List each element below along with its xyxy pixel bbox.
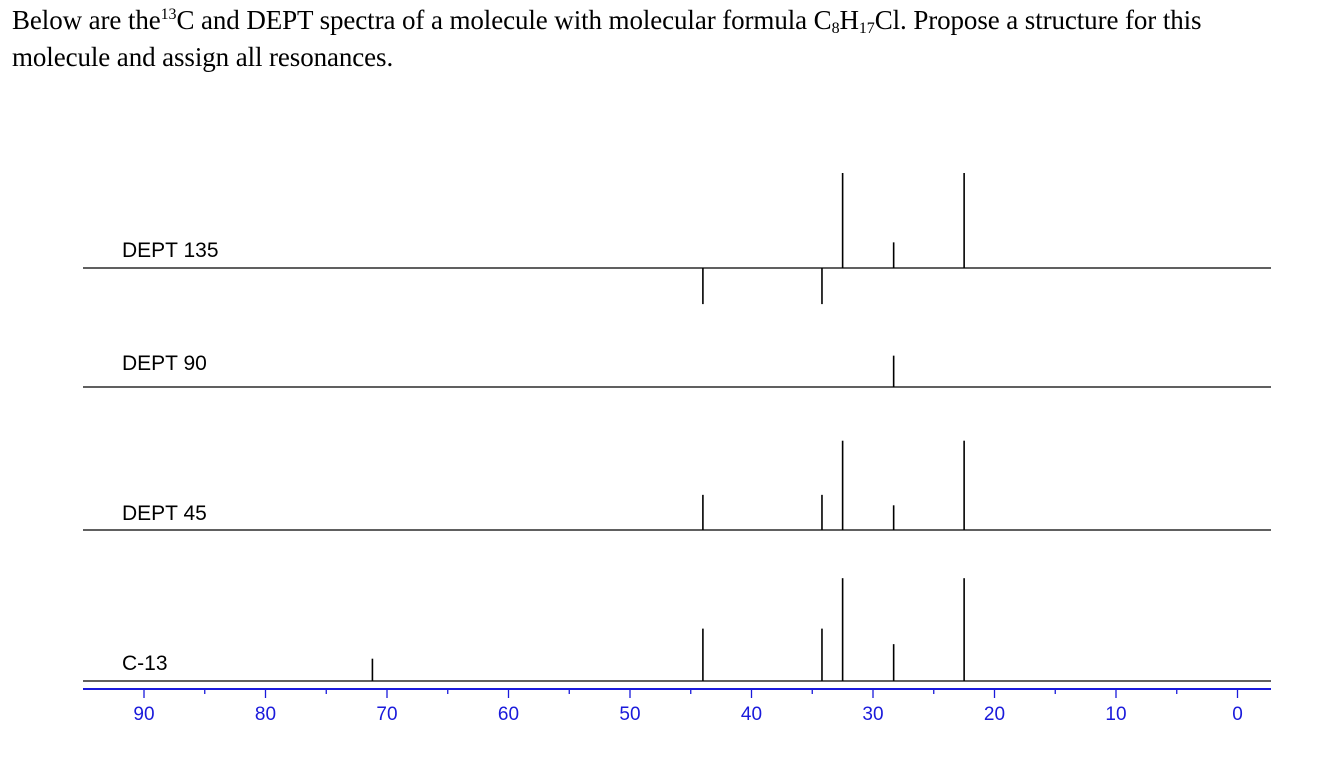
isotope-superscript: 13 xyxy=(160,6,177,23)
tick-label: 10 xyxy=(1105,704,1126,725)
tick-label: 70 xyxy=(376,704,397,725)
ppm-axis: 90 80 70 60 50 40 30 20 10 0 xyxy=(83,688,1271,725)
carbon-count-subscript: 8 xyxy=(831,20,840,37)
tick-label: 80 xyxy=(255,704,276,725)
tick-label: 30 xyxy=(862,704,883,725)
tick-label: 40 xyxy=(741,704,762,725)
hydrogen-count-subscript: 17 xyxy=(858,20,875,37)
trace-c-13: C-13 xyxy=(83,578,1271,682)
question-part-4: Cl. Propose a structure for this molecul… xyxy=(12,5,1202,72)
trace-dept-135: DEPT 135 xyxy=(83,173,1271,305)
trace-label: DEPT 90 xyxy=(122,352,207,375)
spectra-traces: DEPT 135 DEPT 90 DEPT 45 C-13 xyxy=(83,173,1271,682)
trace-dept-45: DEPT 45 xyxy=(83,440,1271,531)
trace-label: DEPT 45 xyxy=(122,502,207,525)
question-part-3: H xyxy=(839,5,859,35)
tick-label: 90 xyxy=(133,704,154,725)
tick-label: 0 xyxy=(1232,704,1243,725)
question-part-2: C and DEPT spectra of a molecule with mo… xyxy=(176,5,832,35)
trace-label: C-13 xyxy=(122,652,168,675)
tick-label: 50 xyxy=(619,704,640,725)
question-part-1: Below are the xyxy=(12,5,161,35)
trace-label: DEPT 135 xyxy=(122,239,219,262)
tick-label: 20 xyxy=(984,704,1005,725)
question-text: Below are the13C and DEPT spectra of a m… xyxy=(12,4,1302,73)
tick-label: 60 xyxy=(498,704,519,725)
trace-dept-90: DEPT 90 xyxy=(83,352,1271,388)
